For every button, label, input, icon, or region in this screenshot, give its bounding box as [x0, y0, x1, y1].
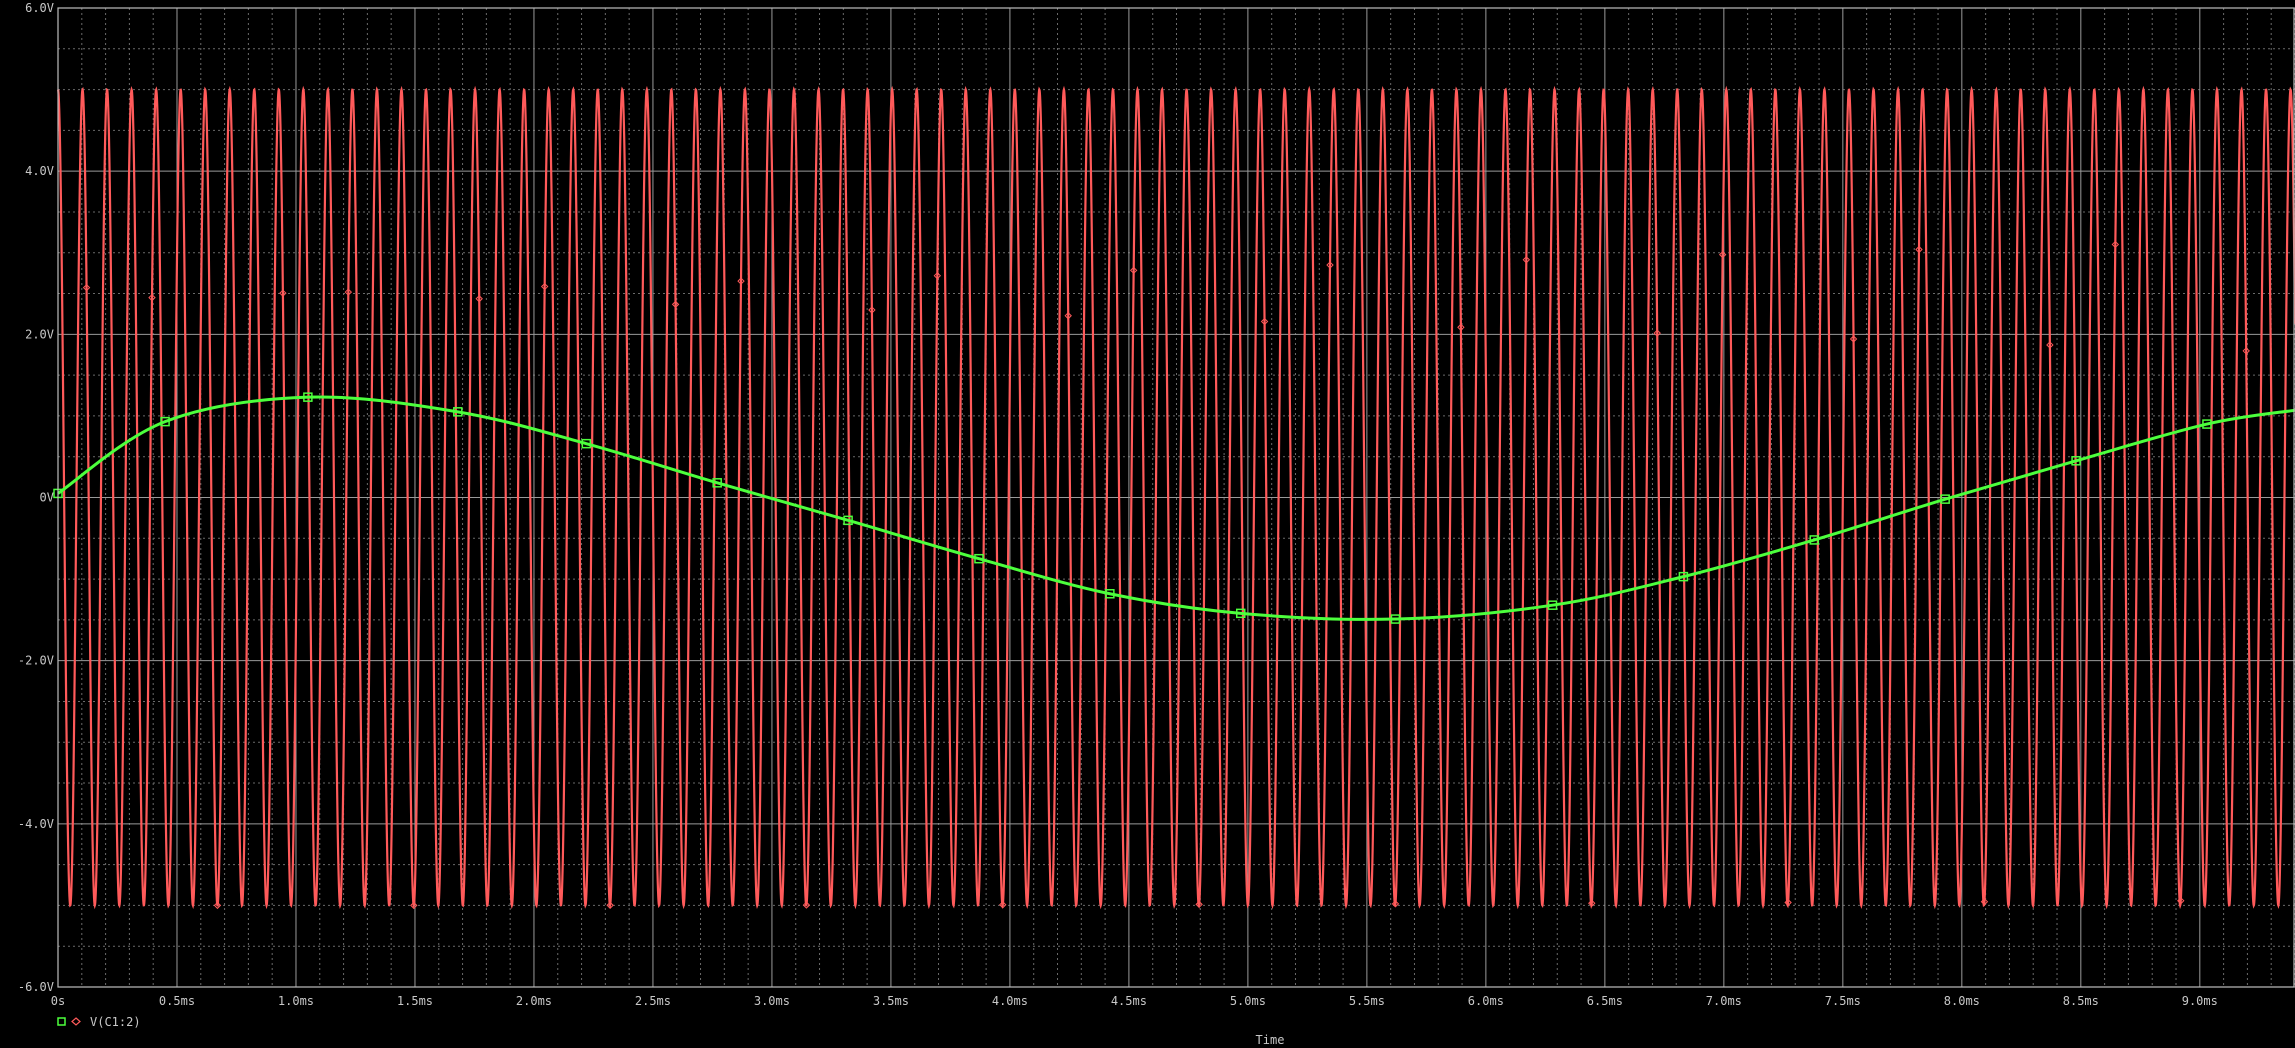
series-v-c1-2	[53, 392, 2295, 624]
green-square-marker	[453, 407, 463, 417]
plot-frame	[57, 7, 2295, 988]
red-diamond-marker	[1326, 261, 1334, 269]
red-diamond-marker	[1980, 897, 1989, 906]
legend-label[interactable]: V(C1:2)	[90, 1015, 141, 1029]
red-diamond-marker	[868, 306, 876, 314]
y-tick-label: 4.0V	[25, 164, 54, 178]
x-tick-label: 1.5ms	[397, 994, 433, 1008]
x-tick-label: 7.5ms	[1825, 994, 1861, 1008]
oscillation-trace	[56, 85, 2295, 910]
green-square-marker	[2202, 419, 2212, 429]
red-diamond-marker	[2177, 897, 2185, 905]
red-diamond-marker	[279, 289, 287, 297]
red-diamond-marker	[1849, 335, 1858, 343]
green-square-marker	[1809, 535, 1820, 545]
red-diamond-marker	[1391, 900, 1400, 908]
red-diamond-marker	[1915, 245, 1923, 254]
red-diamond-marker	[1588, 899, 1596, 907]
y-tick-label: -4.0V	[18, 817, 54, 831]
red-diamond-marker	[737, 277, 745, 285]
red-diamond-marker	[1653, 329, 1661, 337]
x-tick-label: 9.0ms	[2182, 994, 2218, 1008]
diamond-marker-icon	[71, 1017, 81, 1026]
legend: V(C1:2)	[57, 1015, 141, 1029]
red-diamond-marker	[1064, 312, 1072, 320]
y-tick-label: -6.0V	[18, 980, 54, 994]
red-diamond-marker	[344, 288, 353, 296]
green-square-marker	[160, 416, 170, 427]
x-tick-label: 1.0ms	[278, 994, 314, 1008]
green-square-marker	[581, 438, 592, 449]
green-square-marker	[303, 392, 313, 402]
x-tick-label: 6.5ms	[1587, 994, 1623, 1008]
x-tick-label: 3.0ms	[754, 994, 790, 1008]
red-diamond-marker	[2111, 240, 2120, 249]
red-diamond-marker	[802, 901, 811, 909]
x-tick-label: 5.0ms	[1230, 994, 1266, 1008]
x-tick-label: 8.0ms	[1944, 994, 1980, 1008]
green-square-marker	[1678, 571, 1689, 582]
red-diamond-marker	[606, 901, 614, 909]
green-square-marker	[1940, 494, 1950, 504]
x-tick-label: 2.5ms	[635, 994, 671, 1008]
green-square-marker	[1390, 614, 1401, 624]
red-diamond-marker	[933, 271, 942, 280]
red-diamond-marker	[148, 293, 156, 302]
x-tick-label: 6.0ms	[1468, 994, 1504, 1008]
x-axis-title: Time	[1256, 1033, 1285, 1047]
red-diamond-marker	[475, 295, 483, 303]
x-tick-label: 0s	[51, 994, 65, 1008]
red-diamond-marker	[1195, 900, 1203, 909]
x-tick-label: 2.0ms	[516, 994, 552, 1008]
x-tick-label: 3.5ms	[873, 994, 909, 1008]
red-diamond-marker	[1784, 898, 1792, 907]
red-diamond-marker	[540, 282, 549, 291]
green-square-marker	[1105, 589, 1115, 599]
red-diamond-marker	[1718, 250, 1727, 259]
y-tick-label: 2.0V	[25, 327, 54, 341]
x-tick-label: 5.5ms	[1349, 994, 1385, 1008]
red-diamond-marker	[213, 901, 222, 910]
green-square-marker	[974, 553, 984, 564]
x-tick-label: 7.0ms	[1706, 994, 1742, 1008]
green-square-marker	[843, 515, 853, 526]
red-diamond-marker	[82, 283, 91, 292]
red-diamond-marker	[1260, 317, 1269, 326]
red-diamond-marker	[1129, 266, 1138, 275]
x-tick-label: 4.0ms	[992, 994, 1028, 1008]
x-tick-label: 8.5ms	[2063, 994, 2099, 1008]
green-square-marker	[1547, 600, 1558, 610]
red-diamond-marker	[410, 901, 418, 910]
green-series-line	[57, 395, 2295, 621]
red-diamond-marker	[671, 300, 680, 309]
x-tick-label: 4.5ms	[1111, 994, 1147, 1008]
green-square-marker	[712, 478, 722, 488]
red-diamond-marker	[2242, 347, 2250, 355]
red-sine-trace	[56, 85, 2295, 910]
square-marker-icon	[57, 1017, 66, 1026]
green-square-marker	[1236, 608, 1246, 619]
red-diamond-marker	[2046, 341, 2054, 349]
y-tick-label: 6.0V	[25, 1, 54, 15]
y-tick-label: 0V	[40, 491, 54, 505]
red-diamond-marker	[1522, 256, 1531, 264]
red-diamond-marker	[999, 901, 1007, 909]
x-tick-label: 0.5ms	[159, 994, 195, 1008]
green-square-marker	[2071, 456, 2081, 466]
y-tick-label: -2.0V	[18, 654, 54, 668]
red-diamond-marker	[1457, 323, 1465, 332]
